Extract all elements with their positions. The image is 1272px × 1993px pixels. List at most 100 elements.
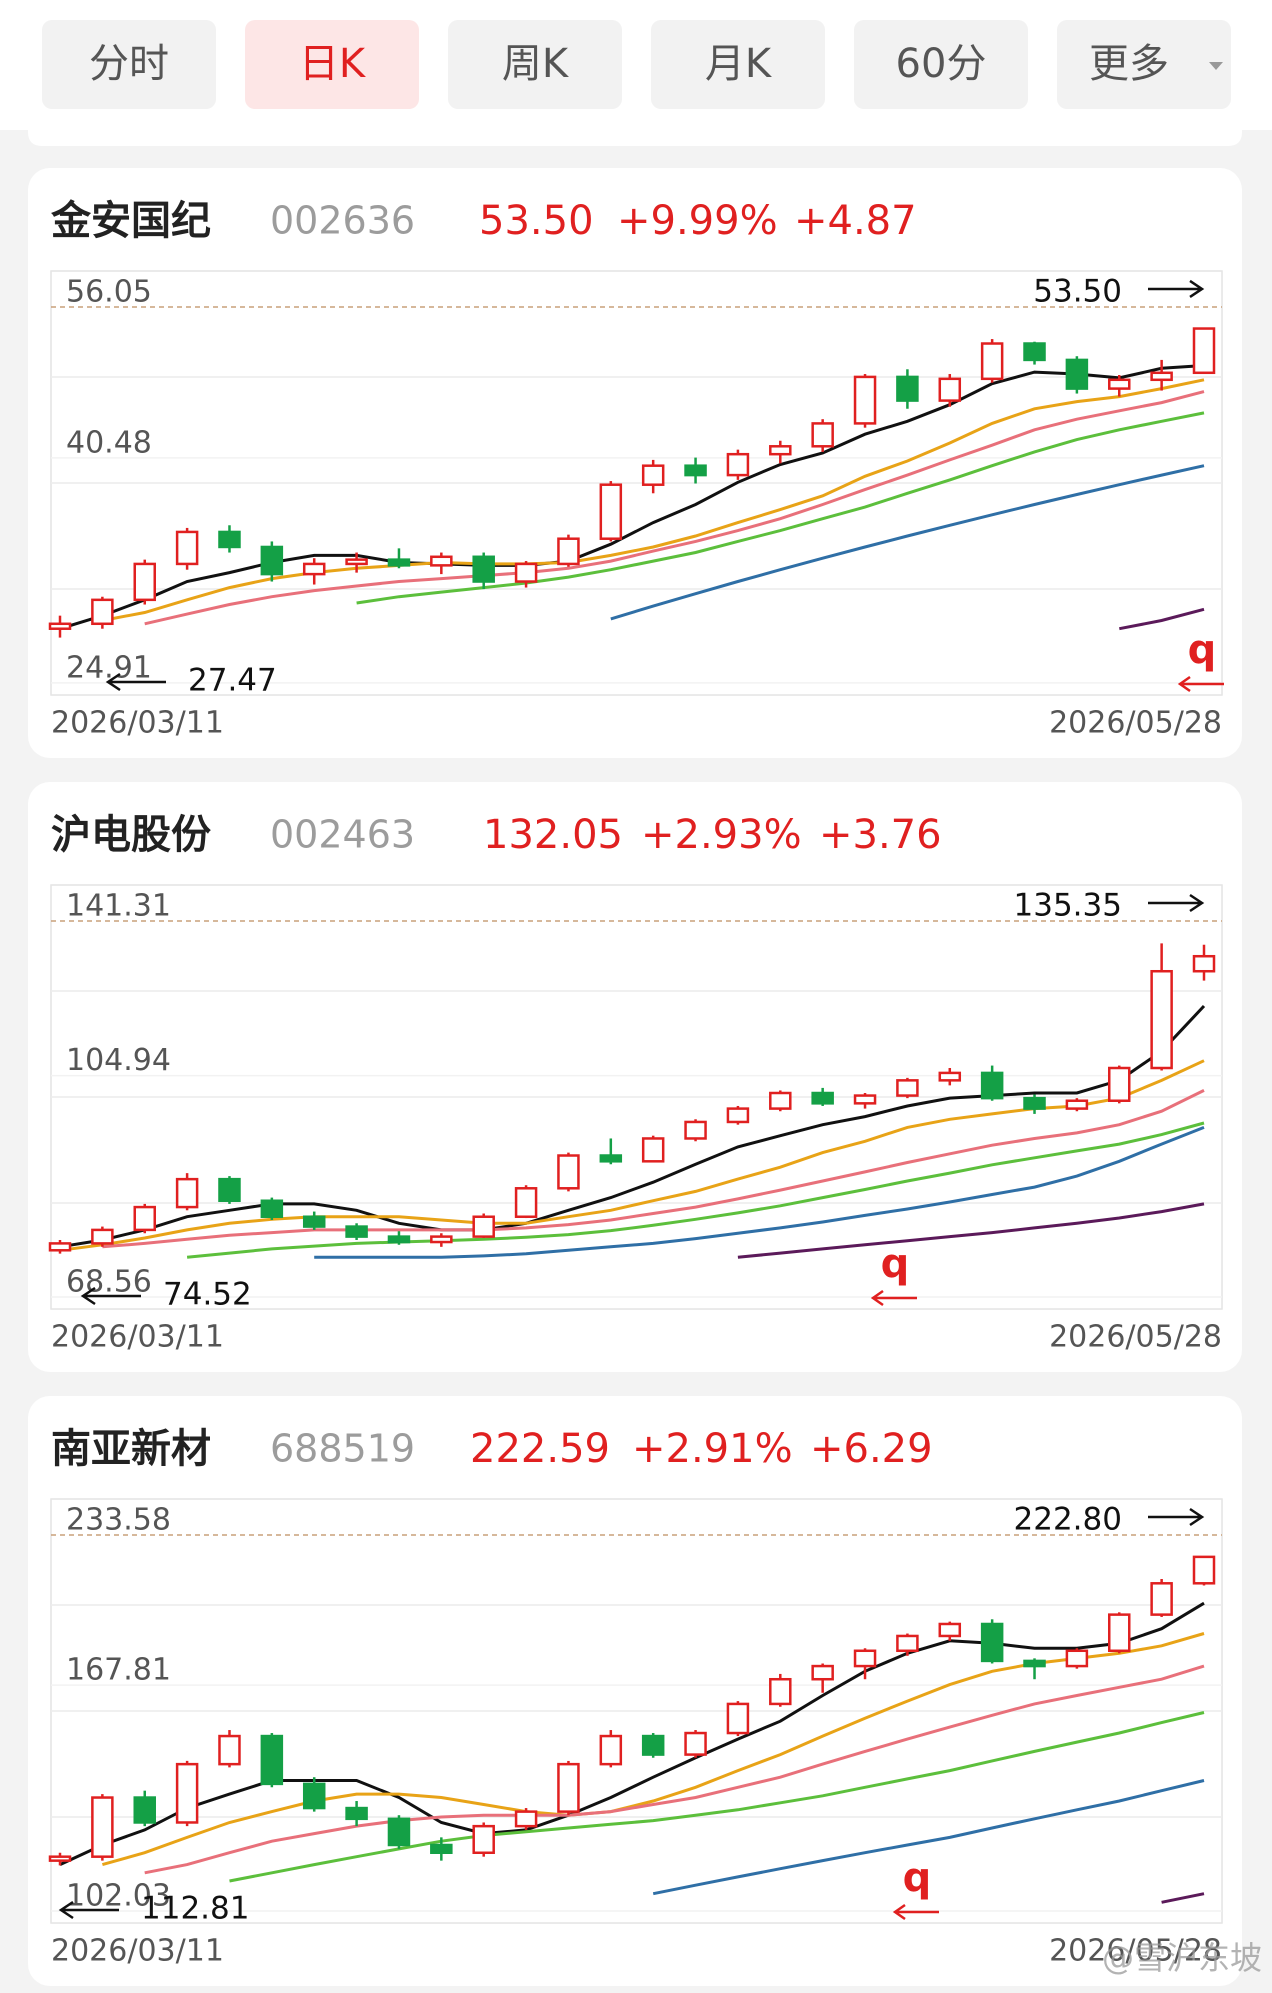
candle-body xyxy=(726,1702,750,1735)
min-label: 27.47 xyxy=(188,663,277,699)
min-label: 74.52 xyxy=(163,1277,252,1313)
watermark: @雪沪东坡 xyxy=(1102,1939,1262,1977)
y-tick-label: 233.58 xyxy=(66,1502,171,1537)
candle-body xyxy=(1065,1649,1089,1668)
candle-body xyxy=(1108,1066,1131,1102)
dropdown-icon xyxy=(1209,62,1223,70)
max-arrow xyxy=(1148,1507,1205,1527)
y-tick-label: 68.56 xyxy=(66,1264,152,1299)
candle-body xyxy=(599,1734,623,1766)
tab-label: 60分 xyxy=(896,41,987,87)
note: q xyxy=(903,1855,932,1901)
candle-body xyxy=(345,1225,368,1238)
candle-body xyxy=(1023,1096,1046,1110)
candle-body xyxy=(1192,954,1216,973)
ma-line xyxy=(652,1779,1205,1896)
candle-body xyxy=(853,1094,877,1105)
candle-body xyxy=(896,1634,919,1653)
ma-line xyxy=(229,1711,1205,1883)
change-pct: +2.93% xyxy=(641,812,802,858)
candle-body xyxy=(1065,358,1089,390)
candle-body xyxy=(557,1762,580,1813)
candle-body xyxy=(430,1235,453,1244)
max-label: 53.50 xyxy=(1033,273,1122,309)
card-bg xyxy=(28,782,1242,1372)
tab[interactable]: 周K xyxy=(448,20,622,109)
candle-body xyxy=(853,1649,877,1668)
tab-bg xyxy=(448,20,622,109)
tab-bg xyxy=(651,20,825,109)
candle-body xyxy=(260,545,284,576)
candle-body xyxy=(514,562,538,583)
candle-body xyxy=(1065,1099,1089,1110)
stock-card[interactable]: 南亚新材 688519 222.59 +2.91% +6.29 102.03 167.81 2… xyxy=(28,1396,1242,1986)
candle-body xyxy=(811,1664,834,1681)
candle-body xyxy=(726,1107,750,1124)
tab-bg xyxy=(245,20,419,109)
tab[interactable]: 更多 xyxy=(1057,20,1231,109)
ma-line xyxy=(59,1004,1206,1249)
change: +3.76 xyxy=(819,812,942,858)
ma-line xyxy=(610,464,1205,621)
candle-body xyxy=(1150,1582,1173,1616)
candle-body xyxy=(175,530,199,566)
tab[interactable]: 60分 xyxy=(854,20,1028,109)
change-pct: +2.91% xyxy=(632,1426,793,1472)
candle-body xyxy=(938,1071,962,1082)
candle-body xyxy=(48,1242,72,1252)
candle-body xyxy=(1023,342,1046,362)
candle-body xyxy=(218,1177,241,1202)
ma-line xyxy=(59,1601,1205,1866)
min-arrow xyxy=(80,1286,141,1306)
candle-body xyxy=(302,562,326,576)
candle-body xyxy=(557,1154,580,1190)
stock-code: 688519 xyxy=(270,1427,415,1471)
ma-line xyxy=(102,1089,1205,1249)
tab-bg xyxy=(42,20,216,109)
candle-body xyxy=(811,422,834,448)
y-tick-label: 24.91 xyxy=(66,650,152,685)
change-pct: +9.99% xyxy=(617,198,778,244)
candle-body xyxy=(557,537,580,566)
candle-body xyxy=(91,598,114,626)
candle-body xyxy=(302,1215,326,1228)
stock-card[interactable]: 金安国纪 002636 53.50 +9.99% +4.87 24.91 40.48 56.0… xyxy=(28,168,1242,758)
candle-body xyxy=(853,375,877,425)
candle-body xyxy=(472,1215,495,1238)
ma-line xyxy=(101,1632,1205,1867)
y-tick-label: 102.03 xyxy=(66,1879,171,1914)
tab[interactable]: 日K xyxy=(245,20,419,109)
candle-body xyxy=(91,1228,114,1245)
candle-body xyxy=(641,1734,665,1756)
candle-body xyxy=(260,1734,284,1786)
tab-label: 月K xyxy=(705,41,773,87)
ma-line xyxy=(102,378,1205,622)
tab-label: 日K xyxy=(299,41,367,87)
note-arrow xyxy=(892,1903,939,1921)
x-tick-label: 2026/03/11 xyxy=(51,1934,224,1969)
tab[interactable]: 分时 xyxy=(42,20,216,109)
candle-body xyxy=(1150,969,1173,1070)
stock-price: 222.59 xyxy=(470,1426,610,1472)
candle-body xyxy=(938,1622,962,1638)
stock-code: 002636 xyxy=(270,199,415,243)
candle-body xyxy=(1108,378,1131,390)
candle-body xyxy=(938,377,962,402)
x-tick-label: 2026/05/28 xyxy=(1049,1320,1222,1355)
stock-card[interactable]: 沪电股份 002463 132.05 +2.93% +3.76 68.56 104.94 14… xyxy=(28,782,1242,1372)
x-tick-label: 2026/05/28 xyxy=(1049,706,1222,741)
note: q xyxy=(1188,627,1217,673)
ma-line xyxy=(59,364,1205,631)
candle-body xyxy=(48,622,72,630)
candle-body xyxy=(514,1187,538,1218)
tab-label: 分时 xyxy=(89,41,169,87)
note: q xyxy=(881,1241,910,1287)
y-tick-label: 141.31 xyxy=(66,888,171,923)
stock-price: 53.50 xyxy=(479,198,594,244)
change: +6.29 xyxy=(810,1426,933,1472)
candle-body xyxy=(599,1154,623,1163)
tab[interactable]: 月K xyxy=(651,20,825,109)
stock-name: 南亚新材 xyxy=(51,1426,211,1472)
candle-body xyxy=(472,1824,495,1854)
